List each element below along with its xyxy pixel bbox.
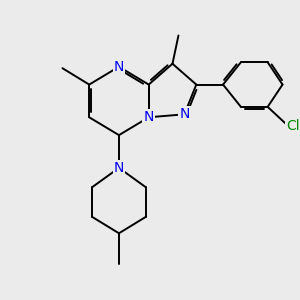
Text: N: N	[114, 161, 124, 175]
Text: N: N	[114, 60, 124, 74]
Text: N: N	[143, 110, 154, 124]
Text: Cl: Cl	[286, 119, 300, 133]
Text: N: N	[179, 107, 190, 121]
